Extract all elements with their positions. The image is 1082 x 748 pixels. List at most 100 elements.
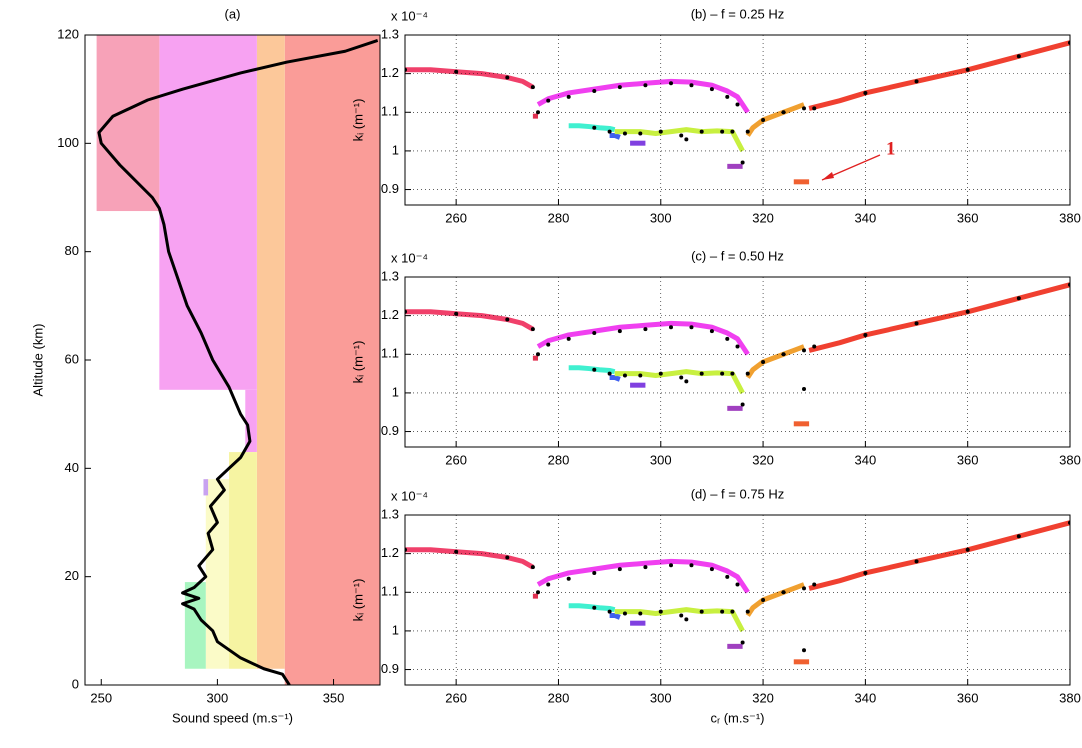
panel-title: (d) – f = 0.75 Hz xyxy=(691,486,785,501)
x-tick-label: 300 xyxy=(650,210,672,225)
y-axis-label: kᵢ (m⁻¹) xyxy=(350,341,365,384)
region xyxy=(203,479,209,496)
mode-markers xyxy=(609,612,621,620)
mode-markers xyxy=(536,558,750,594)
plot-area xyxy=(405,520,1070,665)
mode-markers xyxy=(568,603,616,613)
point xyxy=(863,570,868,575)
x-tick-label: 340 xyxy=(855,690,877,705)
y-tick-label: 60 xyxy=(65,351,79,366)
y-tick-label: 80 xyxy=(65,243,79,258)
plot-area xyxy=(405,282,1070,427)
point xyxy=(592,367,597,372)
point xyxy=(730,371,735,376)
point xyxy=(684,137,689,142)
point xyxy=(638,611,643,616)
point xyxy=(740,402,745,407)
y-axis-label: kᵢ (m⁻¹) xyxy=(350,579,365,622)
point xyxy=(709,567,714,572)
x-tick-label: 360 xyxy=(957,452,979,467)
point xyxy=(689,563,694,568)
mode-markers xyxy=(609,374,621,382)
point xyxy=(802,348,806,353)
point xyxy=(781,590,786,595)
point xyxy=(622,131,627,136)
x-tick-label: 260 xyxy=(445,690,467,705)
x-tick-label: 280 xyxy=(548,690,570,705)
point xyxy=(720,129,725,134)
point xyxy=(699,609,704,614)
point xyxy=(530,565,535,570)
x-tick-label: 320 xyxy=(752,452,774,467)
point xyxy=(725,336,730,341)
mode-markers xyxy=(614,127,745,153)
point xyxy=(699,371,704,376)
point xyxy=(592,331,597,336)
point xyxy=(592,570,597,575)
point xyxy=(740,640,745,645)
region xyxy=(205,479,230,669)
point xyxy=(546,582,551,587)
point xyxy=(802,586,806,591)
mode-markers xyxy=(568,365,616,375)
point xyxy=(1016,296,1021,301)
point xyxy=(679,133,684,138)
axes-frame xyxy=(404,276,1071,448)
point xyxy=(1016,54,1021,59)
point xyxy=(812,582,817,587)
x-tick-label: 260 xyxy=(445,452,467,467)
mode-markers xyxy=(808,520,1070,591)
x-tick-label: 300 xyxy=(207,690,229,705)
point xyxy=(607,129,612,134)
point xyxy=(735,344,740,349)
axes-frame xyxy=(404,34,1071,206)
point xyxy=(802,106,806,111)
point xyxy=(622,611,627,616)
x-tick-label: 380 xyxy=(1059,210,1081,225)
plot-area xyxy=(96,35,380,685)
point xyxy=(735,582,740,587)
point xyxy=(745,129,750,134)
point xyxy=(638,131,643,136)
region xyxy=(284,35,380,685)
point xyxy=(812,344,817,349)
point xyxy=(679,613,684,618)
y-tick-label: 1 xyxy=(392,622,399,637)
y-tick-label: 1.3 xyxy=(381,268,399,283)
y-tick-label: 40 xyxy=(65,460,79,475)
point xyxy=(505,317,510,322)
point xyxy=(530,327,535,332)
axes-frame xyxy=(84,34,381,686)
y-tick-label: 0 xyxy=(72,676,79,691)
panel-title: (b) – f = 0.25 Hz xyxy=(691,6,785,21)
point xyxy=(643,83,648,88)
region xyxy=(159,35,257,390)
point xyxy=(720,609,725,614)
y-tick-label: 1.2 xyxy=(381,545,399,560)
y-tick-label: 1.3 xyxy=(381,506,399,521)
y-axis-label: kᵢ (m⁻¹) xyxy=(350,99,365,142)
point xyxy=(735,102,740,107)
point xyxy=(669,325,673,330)
y-tick-label: 1 xyxy=(392,384,399,399)
point xyxy=(669,81,673,86)
point xyxy=(530,85,535,90)
axis-exponent: x 10⁻⁴ xyxy=(391,488,428,503)
y-tick-label: 0.9 xyxy=(381,661,399,676)
y-tick-label: 1.2 xyxy=(381,65,399,80)
annotation: 1 xyxy=(886,138,896,159)
mode-markers xyxy=(614,369,745,395)
point xyxy=(505,75,510,80)
x-tick-label: 250 xyxy=(90,690,112,705)
mode-markers xyxy=(405,547,535,570)
point xyxy=(914,559,919,564)
point xyxy=(863,90,868,95)
point xyxy=(566,336,571,341)
mode-markers xyxy=(609,132,621,140)
point xyxy=(638,373,643,378)
point xyxy=(914,79,919,84)
point xyxy=(914,321,919,326)
mode-markers xyxy=(808,282,1070,353)
point xyxy=(781,352,786,357)
mode-markers xyxy=(568,123,616,133)
